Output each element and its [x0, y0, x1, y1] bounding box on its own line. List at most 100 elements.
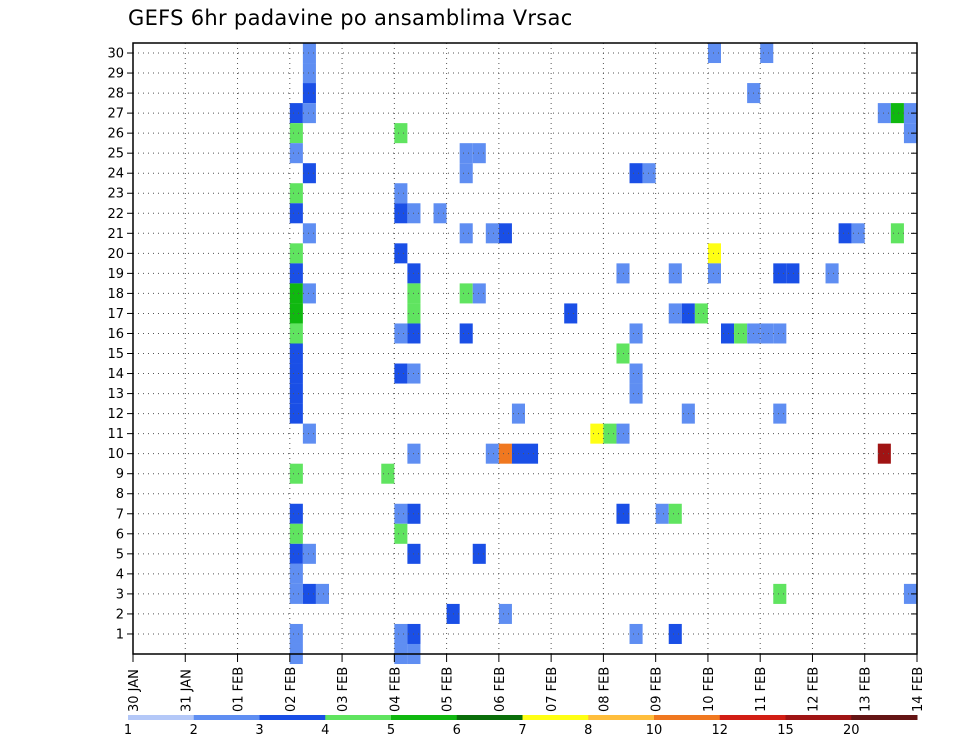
- precip-cell: [302, 283, 316, 304]
- precip-cell: [629, 323, 643, 344]
- y-tick-label: 7: [116, 507, 124, 522]
- x-tick-label: 01 FEB: [232, 667, 247, 712]
- colorbar-segment: [391, 715, 458, 720]
- precip-cell: [773, 403, 787, 424]
- y-tick-label: 2: [116, 607, 124, 622]
- precip-cell: [289, 543, 303, 564]
- precip-cell: [760, 323, 774, 344]
- precip-cell: [890, 223, 904, 244]
- precip-cell: [668, 263, 682, 284]
- precip-cell: [498, 443, 512, 464]
- precip-cell: [838, 223, 852, 244]
- x-tick-label: 09 FEB: [650, 667, 665, 712]
- precip-cell: [877, 443, 891, 464]
- precip-cell: [721, 323, 735, 344]
- y-tick-label: 24: [107, 167, 124, 182]
- y-tick-label: 9: [116, 467, 124, 482]
- precip-cell: [498, 603, 512, 624]
- precip-cell: [289, 243, 303, 264]
- precip-cell: [773, 583, 787, 604]
- y-tick-label: 27: [107, 107, 124, 122]
- precip-cell: [707, 243, 721, 264]
- y-tick-label: 22: [107, 207, 124, 222]
- precip-cell: [590, 423, 604, 444]
- precip-cell: [394, 523, 408, 544]
- precip-cell: [302, 543, 316, 564]
- precip-cell: [394, 243, 408, 264]
- y-tick-label: 26: [107, 127, 124, 142]
- precip-cell: [394, 363, 408, 384]
- precip-cell: [315, 583, 329, 604]
- y-tick-label: 5: [116, 547, 124, 562]
- precip-cell: [890, 103, 904, 124]
- precip-cell: [485, 443, 499, 464]
- precip-cell: [629, 623, 643, 644]
- x-axis: 30 JAN 31 JAN 01 FEB 02 FEB 03 FEB 04 FEB 05 F…: [127, 654, 926, 712]
- precip-cell: [289, 403, 303, 424]
- colorbar-label: 3: [255, 723, 263, 738]
- precip-cell: [302, 223, 316, 244]
- precip-cell: [668, 623, 682, 644]
- colorbar-segment: [193, 715, 260, 720]
- colorbar-segment: [259, 715, 326, 720]
- x-tick-label: 12 FEB: [806, 667, 821, 712]
- y-tick-label: 1: [116, 627, 124, 642]
- precip-cell: [459, 283, 473, 304]
- precip-cell: [289, 383, 303, 404]
- precip-cell: [289, 303, 303, 324]
- precip-cell: [694, 303, 708, 324]
- precip-cell: [302, 83, 316, 104]
- y-tick-label: 21: [107, 227, 124, 242]
- precip-cell: [877, 103, 891, 124]
- colorbar-segment: [654, 715, 721, 720]
- y-axis: 1234567891011121314151617181920212223242…: [107, 47, 917, 642]
- precip-cell: [459, 223, 473, 244]
- y-tick-label: 30: [107, 47, 124, 62]
- y-tick-label: 20: [107, 247, 124, 262]
- precip-cell: [289, 503, 303, 524]
- precip-cell: [394, 123, 408, 144]
- x-tick-label: 07 FEB: [545, 667, 560, 712]
- y-tick-label: 10: [107, 447, 124, 462]
- precip-cell: [289, 203, 303, 224]
- y-tick-label: 29: [107, 67, 124, 82]
- precip-cell: [289, 363, 303, 384]
- precip-cell: [629, 363, 643, 384]
- x-tick-label: 02 FEB: [284, 667, 299, 712]
- colorbar-label: 2: [190, 723, 198, 738]
- colorbar-label: 15: [777, 723, 794, 738]
- precip-cell: [433, 203, 447, 224]
- colorbar: 1 2 3 4 5 6 7 8 10 12 15 20: [124, 715, 918, 738]
- colorbar-segment: [588, 715, 655, 720]
- x-tick-label: 06 FEB: [493, 667, 508, 712]
- y-tick-label: 25: [107, 147, 124, 162]
- y-tick-label: 28: [107, 87, 124, 102]
- precip-cell: [381, 463, 395, 484]
- precip-cell: [302, 103, 316, 124]
- precip-cell: [642, 163, 656, 184]
- precip-cell: [629, 163, 643, 184]
- y-tick-label: 19: [107, 267, 124, 282]
- precip-cell: [472, 283, 486, 304]
- y-tick-label: 3: [116, 587, 124, 602]
- colorbar-segment: [522, 715, 589, 720]
- colorbar-label: 7: [518, 723, 526, 738]
- precip-cell: [289, 183, 303, 204]
- x-tick-label: 10 FEB: [702, 667, 717, 712]
- precip-cell: [786, 263, 800, 284]
- precip-cell: [289, 583, 303, 604]
- precip-cell: [302, 43, 316, 64]
- precip-cell: [289, 563, 303, 584]
- x-tick-label: 04 FEB: [388, 667, 403, 712]
- precip-cell: [668, 303, 682, 324]
- x-tick-label: 08 FEB: [597, 667, 612, 712]
- x-tick-label: 05 FEB: [441, 667, 456, 712]
- y-tick-label: 18: [107, 287, 124, 302]
- x-tick-label: 03 FEB: [336, 667, 351, 712]
- precip-cell: [825, 263, 839, 284]
- colorbar-label: 4: [321, 723, 329, 738]
- precip-cell: [302, 63, 316, 84]
- precip-cell: [394, 183, 408, 204]
- precip-cell: [459, 143, 473, 164]
- precip-cell: [289, 143, 303, 164]
